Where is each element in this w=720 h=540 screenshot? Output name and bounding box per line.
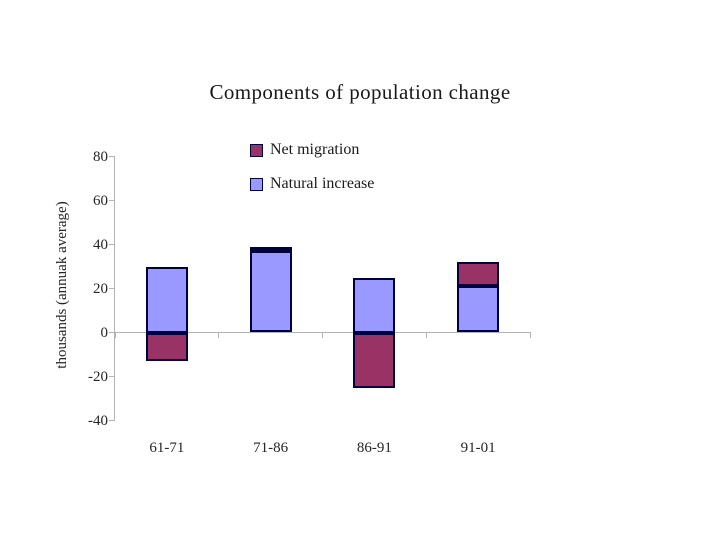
y-axis-tick [109,288,115,289]
x-axis-tick [425,332,427,338]
y-axis-tick [109,376,115,377]
y-axis-tick [109,244,115,245]
y-axis-tick [109,156,115,157]
y-tick-label: -20 [88,368,108,385]
bar-segment-natural-increase [457,286,500,333]
bar-segment-natural-increase [353,277,396,333]
y-tick-label: 60 [93,192,108,209]
y-tick-label: 80 [93,148,108,165]
y-axis-tick [109,420,115,421]
bar-segment-net-migration [457,262,500,287]
bar-segment-net-migration [353,332,396,388]
x-tick-label: 61-71 [149,440,185,456]
bar-segment-natural-increase [249,251,292,333]
legend-item-net-migration: Net migration [250,140,374,160]
bar-segment-natural-increase [145,266,188,333]
y-tick-label: 20 [93,280,108,297]
x-tick-label: 71-86 [253,440,289,456]
y-axis-tick [109,332,115,333]
legend-label: Net migration [270,141,360,158]
bar-segment-net-migration [145,332,188,362]
chart-title: Components of population change [209,80,511,104]
x-axis-tick [322,332,323,338]
x-tick-label: 91-01 [460,440,496,456]
x-axis-tick [114,332,116,338]
y-axis-tick [109,200,115,201]
y-tick-label: -40 [88,412,108,429]
y-tick-label: 0 [100,324,109,341]
natural-increase-swatch-icon [250,177,263,191]
x-tick-label: 86-91 [356,440,392,456]
chart-legend: Net migration Natural increase [250,140,374,208]
x-axis-tick [218,332,220,338]
legend-label: Natural increase [270,175,375,192]
x-axis-tick [529,332,531,338]
legend-item-natural-increase: Natural increase [250,174,374,194]
y-tick-label: 40 [93,236,108,253]
net-migration-swatch-icon [250,143,263,157]
bar-segment-net-migration [249,246,292,252]
